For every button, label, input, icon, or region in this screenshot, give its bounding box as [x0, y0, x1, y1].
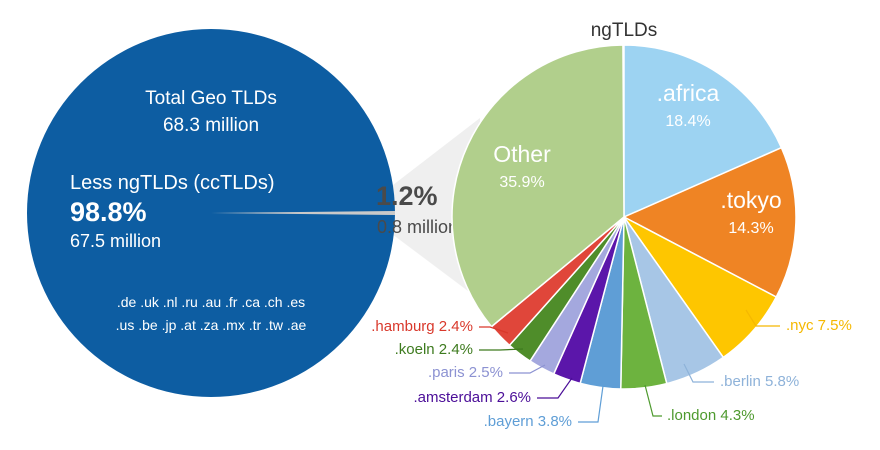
slice-other [451, 44, 625, 328]
slice-tokyo [622, 146, 797, 299]
leader-line-hamburg [479, 326, 509, 334]
slice-label-tokyo: .tokyo [720, 187, 781, 213]
cctld-label: Less ngTLDs (ccTLDs) [70, 172, 275, 194]
callout-berlin: .berlin 5.8% [720, 373, 799, 390]
connector-cone [380, 118, 480, 300]
leader-line-koeln [479, 348, 524, 351]
right-pie-labels: .africa 18.4% .tokyo 14.3% .nyc 7.5% .berlin … [371, 80, 852, 430]
callout-paris: .paris 2.5% [428, 364, 503, 381]
slice-value-africa: 18.4% [665, 113, 710, 130]
slice-label-other: Other [493, 141, 551, 167]
leader-line-berlin [683, 363, 714, 383]
left-pie: Total Geo TLDs 68.3 million Less ngTLDs … [27, 29, 395, 397]
total-geo-tlds-value: 68.3 million [163, 115, 259, 136]
slice-value-other: 35.9% [499, 174, 544, 191]
leader-line-paris [509, 364, 546, 374]
leader-line-london [644, 384, 662, 417]
ngtld-share-value: 0.8 million [377, 217, 458, 237]
leader-line-amsterdam [537, 377, 573, 399]
callout-hamburg: .hamburg 2.4% [371, 318, 473, 335]
callout-london: .london 4.3% [667, 407, 755, 424]
ngtld-share-percent: 1.2% [376, 181, 438, 211]
callout-bayern: .bayern 3.8% [484, 413, 572, 430]
cctld-examples-line-1: .de .uk .nl .ru .au .fr .ca .ch .es [117, 294, 305, 310]
cctld-examples-line-2: .us .be .jp .at .za .mx .tr .tw .ae [116, 317, 307, 333]
slice-label-africa: .africa [657, 80, 720, 106]
left-pie-ngtld-slice [211, 211, 395, 215]
slice-africa [623, 44, 783, 219]
total-geo-tlds-label: Total Geo TLDs [145, 88, 277, 109]
leader-line-bayern [578, 385, 604, 423]
callout-amsterdam: .amsterdam 2.6% [413, 389, 531, 406]
slice-value-tokyo: 14.3% [728, 220, 773, 237]
ngtlds-title: ngTLDs [591, 20, 658, 41]
right-pie [451, 44, 797, 390]
cctld-percent: 98.8% [70, 197, 147, 227]
cctld-value: 67.5 million [70, 231, 161, 251]
callout-koeln: .koeln 2.4% [395, 341, 473, 358]
leader-line-nyc [745, 309, 780, 327]
callout-nyc: .nyc 7.5% [786, 317, 852, 334]
